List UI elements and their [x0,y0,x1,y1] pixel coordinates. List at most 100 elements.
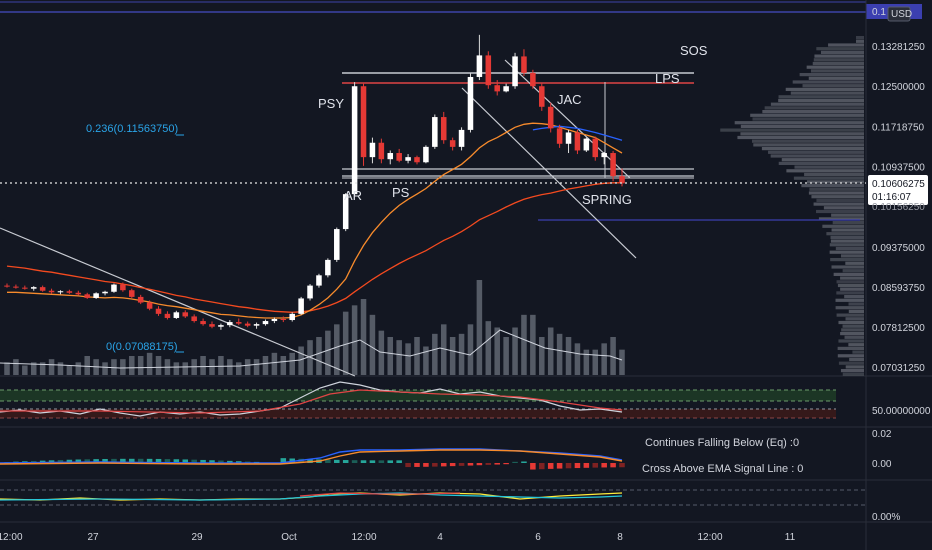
volume-bar [396,340,402,375]
candle [137,294,144,305]
rsi-pane: 50.00000000 [0,381,931,419]
wyckoff-ar: AR [344,188,362,203]
candle [521,49,527,76]
volume-bar [57,362,64,375]
macd-line [0,448,623,464]
volume-bar [601,343,607,375]
candle [164,311,171,320]
wyckoff-psy: PSY [318,96,344,111]
fib-0-label: 0(0.07088175) [106,341,178,353]
osc-line-2 [0,492,623,501]
candle [66,289,73,294]
candle [610,150,616,182]
candle [449,137,456,151]
countdown-value: 01:16:07 [872,192,911,203]
rsi-signal-line [0,389,623,414]
candle [316,273,322,288]
volume-bar [280,356,287,375]
ema-fast-line [7,122,623,319]
candle [565,129,572,154]
candle [93,292,99,299]
volume-bar [200,356,206,375]
volume-bar [432,333,438,375]
candle [218,323,224,330]
volume-bar [592,349,599,375]
candle [253,322,260,329]
candle [539,83,545,111]
candle [583,137,590,152]
candle [325,258,331,278]
rsi-line [0,381,623,417]
volume-bar [120,359,126,375]
volume-bar [387,337,394,375]
time-tick: 27 [87,532,99,543]
candle [271,317,278,324]
currency-badge[interactable] [887,6,911,22]
wyckoff-ps: PS [392,185,410,200]
volume-bar [227,359,233,375]
volume-bar [405,343,411,375]
volume-bar [298,346,304,375]
volume-bar [512,327,518,375]
price-axis[interactable]: 0.13281250 0.12500000 0.11718750 0.10937500… [872,42,925,374]
time-tick: 11 [785,532,796,543]
candle [155,306,162,316]
volume-bar [325,330,331,375]
volume-bar [218,356,224,375]
volume-ma-line [0,329,623,369]
volume-bar [244,359,251,375]
wyckoff-jac: JAC [557,92,582,107]
volume-bar [414,337,420,375]
oscillator-pane: 0.00% [0,489,900,523]
hidden-price-label: 0.10156250 [872,202,925,213]
candle [289,312,295,322]
price-tick: 0.07812500 [872,323,925,334]
candle [262,319,269,326]
candle [512,52,518,89]
candle [191,314,197,323]
candle [360,83,367,166]
wyckoff-structure [0,59,860,377]
volume-bar [369,314,376,375]
candle [280,316,287,323]
volume-bar [530,314,536,375]
volume-bar [75,362,82,375]
volume-bar [262,356,269,375]
candle [494,80,500,96]
macd-note-1: Continues Falling Below (Eq) :0 [645,437,799,449]
candle [244,321,251,328]
candle [209,321,215,329]
volume-bar [467,324,474,375]
candle [432,114,438,149]
candle [592,136,599,161]
candle [48,288,55,294]
ema-slow-line [6,182,622,313]
volume-bar [137,356,144,375]
volume-bar [4,362,10,375]
fib-0236-label: 0.236(0.11563750) [86,123,178,135]
volume-bar [111,359,117,375]
current-price-value: 0.10606275 [872,179,925,190]
currency-label: USD [891,9,912,20]
osc-line-3 [299,492,461,497]
candle [467,73,474,133]
candle [476,34,483,81]
candle [369,137,376,164]
volume-bar [619,349,625,375]
volume-bar [39,362,46,375]
volume-bar [253,359,260,375]
volume-bar [13,359,19,375]
candle [4,283,10,288]
candle [22,285,28,290]
time-axis[interactable]: 12:00 27 29 Oct 12:00 4 6 8 12:00 11 [0,532,796,543]
time-tick: 29 [191,532,203,543]
candle [235,318,242,326]
candle [556,124,563,148]
price-tick: 0.11718750 [872,122,925,133]
volume-bar [547,327,554,375]
candle [414,155,420,165]
wyckoff-spring: SPRING [582,192,632,207]
time-tick: 12:00 [697,532,722,543]
volume-bar [316,337,322,375]
